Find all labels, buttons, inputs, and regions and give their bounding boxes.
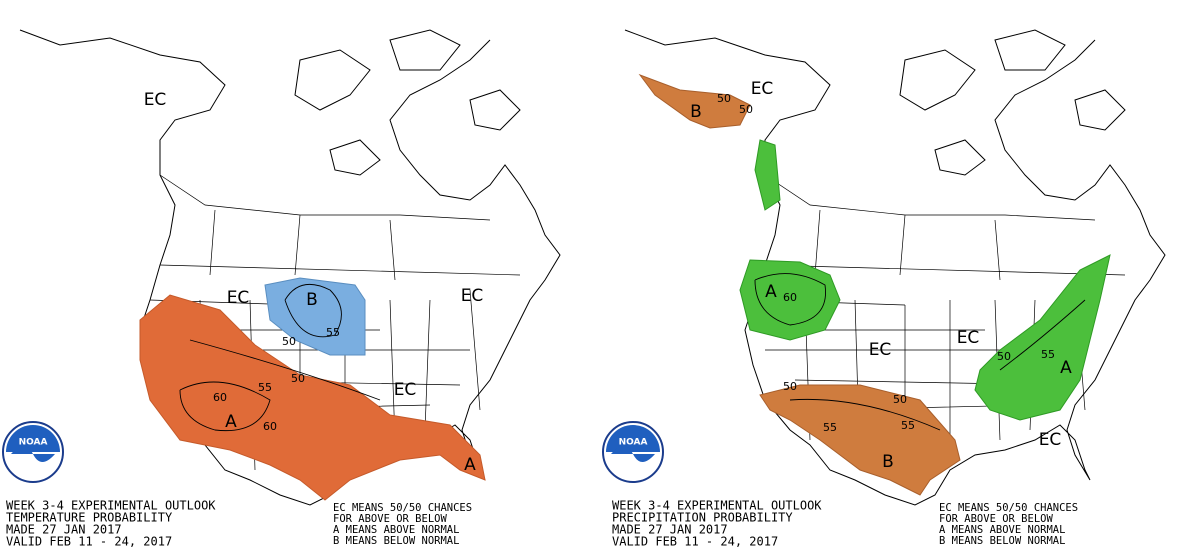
- map-label: A: [225, 412, 237, 432]
- footer-line: VALID FEB 11 - 24, 2017: [612, 535, 778, 549]
- footer-line: TEMPERATURE PROBABILITY: [6, 511, 173, 525]
- map-label: B: [882, 452, 894, 472]
- above-normal-area: [139, 294, 486, 501]
- contour-label: 60: [783, 291, 797, 304]
- contour-label: 50: [282, 335, 296, 348]
- contour-label: 50: [783, 380, 797, 393]
- map-label: EC: [394, 380, 417, 400]
- contour-label: 55: [901, 419, 915, 432]
- map-label: EC: [1039, 430, 1062, 450]
- map-label: A: [1060, 358, 1072, 378]
- below-normal-area: [759, 384, 961, 496]
- contour: [754, 273, 1086, 431]
- map-label: EC: [227, 288, 250, 308]
- footer-line: VALID FEB 11 - 24, 2017: [6, 535, 172, 549]
- left-map: [2, 29, 561, 506]
- contour-label: 50: [997, 350, 1011, 363]
- contour-label: 55: [326, 326, 340, 339]
- contour-label: 50: [717, 92, 731, 105]
- noaa-logo: [602, 421, 664, 483]
- contour-label: 50: [893, 393, 907, 406]
- map-label: EC: [144, 90, 167, 110]
- map-label: A: [464, 455, 476, 475]
- legend-line: B MEANS BELOW NORMAL: [939, 535, 1065, 547]
- below-normal-area: [264, 277, 366, 356]
- footer-line: WEEK 3-4 EXPERIMENTAL OUTLOOK: [612, 499, 822, 513]
- legend-line: FOR ABOVE OR BELOW: [333, 513, 447, 525]
- map-label: EC: [461, 286, 484, 306]
- logo-text: NOAA: [619, 438, 648, 448]
- contour: [179, 283, 381, 432]
- right-map: [602, 29, 1166, 506]
- logo-text: NOAA: [19, 438, 48, 448]
- contour-label: 55: [258, 381, 272, 394]
- map-label: EC: [957, 328, 980, 348]
- contour-label: 50: [291, 372, 305, 385]
- contour-label: 55: [1041, 348, 1055, 361]
- footer-line: PRECIPITATION PROBABILITY: [612, 511, 793, 525]
- map-label: EC: [751, 79, 774, 99]
- footer-line: MADE 27 JAN 2017: [6, 523, 122, 537]
- footer-line: MADE 27 JAN 2017: [612, 523, 728, 537]
- contour-label: 60: [213, 391, 227, 404]
- above-normal-area: [974, 254, 1111, 421]
- legend-line: A MEANS ABOVE NORMAL: [939, 524, 1065, 536]
- map-label: A: [765, 282, 777, 302]
- legend-line: A MEANS ABOVE NORMAL: [333, 524, 459, 536]
- map-label: EC: [869, 340, 892, 360]
- contour-label: 55: [823, 421, 837, 434]
- above-normal-area: [754, 139, 781, 211]
- legend-line: FOR ABOVE OR BELOW: [939, 513, 1053, 525]
- contour-label: 60: [263, 420, 277, 433]
- legend-line: EC MEANS 50/50 CHANCES: [939, 502, 1078, 514]
- footer-line: WEEK 3-4 EXPERIMENTAL OUTLOOK: [6, 499, 216, 513]
- legend-line: EC MEANS 50/50 CHANCES: [333, 502, 472, 514]
- labels: EC EC EC EC B A A 55 50 55 50 60 60 NOAA WEEK 3-4 EXPE…: [6, 79, 1078, 549]
- contour-label: 50: [739, 103, 753, 116]
- map-label: B: [690, 102, 702, 122]
- noaa-logo: [2, 421, 64, 483]
- legend-line: B MEANS BELOW NORMAL: [333, 535, 459, 547]
- below-normal-area: [638, 73, 751, 129]
- map-label: B: [306, 290, 318, 310]
